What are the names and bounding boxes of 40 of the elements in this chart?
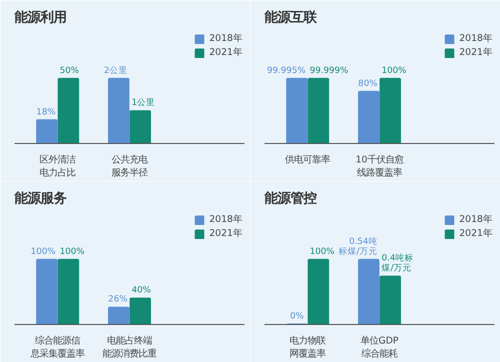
legend-label: 2021年 [209, 227, 242, 240]
chart-title: 能源服务 [14, 190, 66, 206]
legend-label: 2018年 [459, 32, 492, 45]
data-label: 99.995% [267, 66, 306, 76]
bar [308, 78, 330, 144]
x-tick-label: 综合能源信息采集覆盖率 [30, 336, 85, 360]
data-label: 2公里 [104, 64, 128, 76]
x-tick-label: 公共充电服务半径 [112, 154, 148, 179]
x-tick-label: 区外清洁电力占比 [40, 154, 76, 179]
legend-label: 2021年 [459, 46, 492, 59]
x-tick-label: 电力物联网覆盖率 [290, 336, 326, 360]
legend-label: 2021年 [209, 46, 242, 59]
data-label: 80% [358, 78, 378, 89]
legend-label: 2018年 [209, 32, 242, 45]
x-tick-label: 电能占终端能源消费比重 [102, 336, 156, 360]
data-label: 40% [132, 286, 151, 296]
data-label: 100% [30, 246, 56, 257]
legend-label: 2021年 [459, 227, 492, 240]
data-label: 0.54吨标煤/万元 [338, 236, 378, 257]
legend-label: 2018年 [459, 213, 492, 226]
data-label: 100% [60, 246, 84, 257]
chart-title: 能源利用 [14, 10, 66, 26]
data-label: 100% [382, 66, 406, 76]
data-label: 0% [290, 312, 304, 322]
data-label: 50% [60, 66, 79, 76]
bar [286, 78, 308, 144]
chart-title: 能源管控 [264, 190, 316, 206]
x-tick-label: 10千伏自愈线路覆盖率 [356, 154, 404, 179]
legend-label: 2018年 [209, 213, 242, 226]
bar [358, 90, 380, 144]
data-label: 99.999% [310, 66, 348, 76]
chart-title: 能源互联 [264, 10, 318, 26]
data-label: 18% [36, 107, 56, 118]
bar [380, 78, 401, 144]
data-label: 100% [310, 246, 334, 257]
data-label: 1公里 [132, 97, 156, 108]
data-label: 0.4吨标煤/万元 [382, 252, 414, 274]
data-label: 26% [108, 294, 128, 305]
x-tick-label: 供电可靠率 [285, 154, 330, 166]
x-tick-label: 单位GDP综合能耗 [360, 336, 399, 360]
